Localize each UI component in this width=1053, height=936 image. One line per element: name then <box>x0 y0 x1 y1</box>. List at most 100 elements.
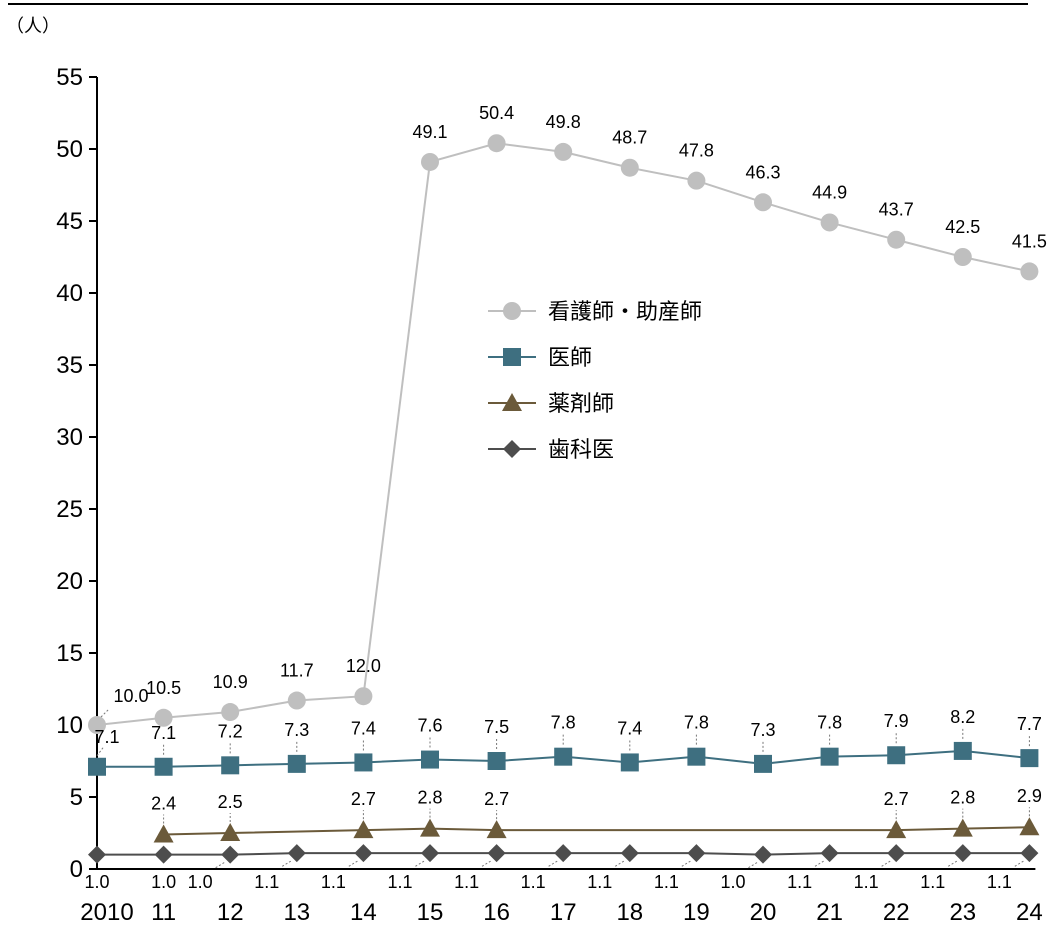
data-point <box>953 741 972 760</box>
label-leader-line <box>100 708 110 718</box>
data-point <box>953 248 972 266</box>
data-point <box>353 820 374 839</box>
data-point <box>952 818 973 837</box>
data-point <box>354 844 373 863</box>
axes: 0 5 10 15 20 25 30 35 40 45 50 55 2010 11 12 13 14 15 16 17… <box>56 64 1042 926</box>
label-leader-line <box>546 860 558 868</box>
series-line <box>163 826 1030 836</box>
data-label: 2.7 <box>884 789 909 809</box>
data-point <box>354 753 373 772</box>
label-leader-line <box>879 860 891 868</box>
data-point <box>1020 749 1039 768</box>
data-point <box>486 820 507 839</box>
data-point <box>220 823 241 841</box>
data-label: 49.8 <box>546 112 581 132</box>
data-labels-group: 10.010.5 10.9 11.7 12.0 49.1 50.4 49.8 48.7 47.8… <box>84 103 1046 892</box>
data-label: 43.7 <box>879 200 914 220</box>
data-point <box>554 747 573 766</box>
x-tick-label: 13 <box>283 899 310 926</box>
label-leader-line <box>680 860 691 868</box>
legend-marker <box>503 440 521 458</box>
legend-label: 歯科医 <box>548 437 614 462</box>
label-leader-line <box>946 860 958 868</box>
data-label: 1.1 <box>587 872 612 892</box>
data-point <box>487 134 506 153</box>
y-tick-label: 40 <box>56 280 83 307</box>
data-point <box>887 230 906 249</box>
data-label: 1.1 <box>920 872 945 892</box>
data-label: 49.1 <box>412 122 447 142</box>
data-point <box>1020 844 1039 863</box>
data-label: 1.1 <box>321 872 346 892</box>
data-point <box>287 754 306 773</box>
x-tick-label: 20 <box>750 899 777 926</box>
data-label: 7.7 <box>1017 714 1042 734</box>
x-tick-label: 17 <box>550 899 577 926</box>
data-point <box>887 746 906 765</box>
data-label: 1.1 <box>987 872 1012 892</box>
data-label: 2.8 <box>417 788 442 808</box>
data-label: 50.4 <box>479 103 514 123</box>
label-leader-line <box>480 860 491 868</box>
data-label: 11.7 <box>280 661 314 681</box>
data-label: 7.1 <box>151 723 176 743</box>
x-tick-label: 11 <box>151 899 176 926</box>
series-line <box>96 142 1030 726</box>
y-tick-label: 10 <box>56 712 83 739</box>
data-label: 2.7 <box>484 789 509 809</box>
y-tick-label: 50 <box>56 136 83 163</box>
data-point <box>421 152 439 171</box>
y-tick-label: 35 <box>56 352 83 379</box>
data-label: 10.9 <box>213 672 248 692</box>
data-label: 2.8 <box>950 788 975 808</box>
data-point <box>88 757 106 776</box>
data-label: 1.1 <box>254 872 279 892</box>
label-leader-line <box>813 860 824 868</box>
data-label: 2.9 <box>1017 786 1042 806</box>
data-point <box>687 171 706 190</box>
legend-marker <box>502 393 522 411</box>
data-label: 1.0 <box>84 872 109 892</box>
x-tick-label: 18 <box>616 899 643 926</box>
series-group <box>88 134 1040 864</box>
data-point <box>487 752 506 770</box>
x-tick-label: 2010 <box>80 899 133 926</box>
label-leader-line <box>613 860 625 868</box>
data-label: 1.0 <box>720 872 745 892</box>
data-label: 1.0 <box>151 872 176 892</box>
data-label: 41.5 <box>1012 231 1047 251</box>
data-point <box>154 708 173 727</box>
data-point <box>287 844 306 863</box>
data-label: 47.8 <box>679 141 714 161</box>
data-label: 7.1 <box>94 727 119 747</box>
data-point <box>1019 817 1040 836</box>
label-leader-line <box>280 860 292 868</box>
data-label: 10.0 <box>113 686 148 706</box>
data-label: 1.0 <box>188 872 213 892</box>
data-label: 7.6 <box>417 716 442 736</box>
label-leader-line <box>213 862 225 870</box>
data-label: 7.5 <box>484 717 509 737</box>
y-tick-label: 0 <box>70 856 83 883</box>
data-point <box>154 757 173 776</box>
data-point <box>953 844 972 863</box>
data-point <box>620 158 639 177</box>
data-point <box>421 844 439 863</box>
data-label: 44.9 <box>812 182 847 202</box>
y-tick-label: 5 <box>70 784 83 811</box>
data-point <box>754 845 772 864</box>
data-point <box>820 747 839 766</box>
data-point <box>221 845 240 864</box>
data-label: 2.4 <box>151 793 176 813</box>
data-point <box>421 750 439 769</box>
data-point <box>754 754 772 773</box>
data-label: 1.1 <box>387 872 412 892</box>
data-label: 42.5 <box>945 217 980 237</box>
data-point <box>754 193 772 212</box>
data-point <box>820 213 839 232</box>
x-tick-label: 16 <box>483 899 510 926</box>
x-tick-label: 21 <box>816 899 843 926</box>
legend-label: 薬剤師 <box>548 391 614 416</box>
data-label: 7.3 <box>750 720 775 740</box>
